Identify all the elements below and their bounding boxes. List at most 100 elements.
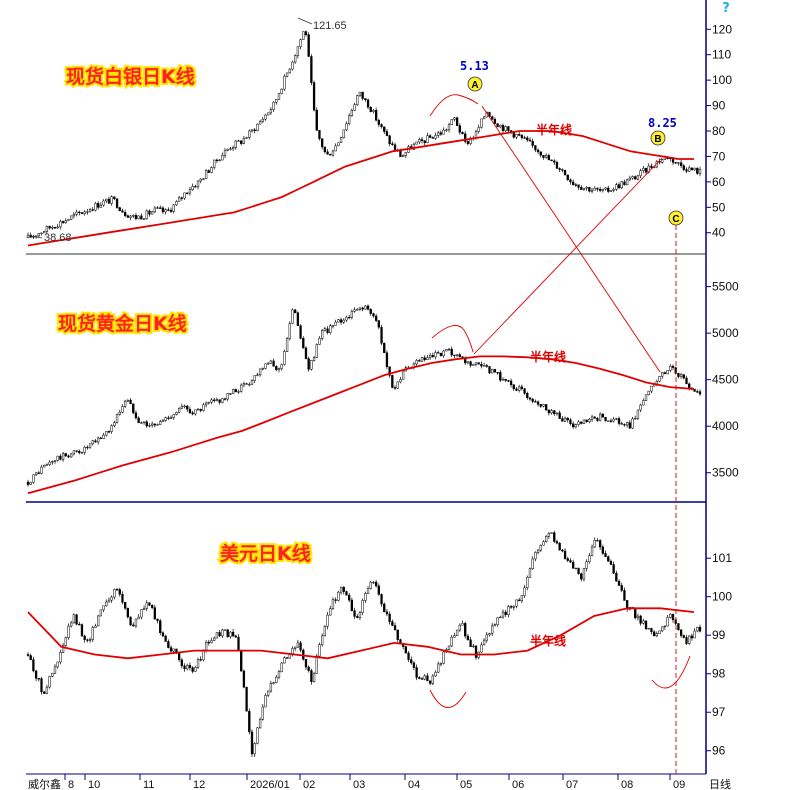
usd-candle-body — [366, 588, 370, 594]
usd-candle-body — [32, 659, 35, 672]
silver-ytick-label: 100 — [712, 73, 732, 87]
silver-candle-body — [64, 220, 67, 223]
silver-candle-body — [545, 155, 548, 158]
usd-candle-body — [113, 589, 116, 598]
usd-candle-body — [194, 667, 197, 672]
usd-candle-body — [528, 568, 532, 578]
gold-candle-body — [67, 455, 70, 458]
gold-candle-body — [628, 422, 631, 429]
usd-candle-body — [523, 587, 526, 596]
silver-candle-body — [563, 170, 567, 176]
gold-candle-body — [671, 365, 675, 368]
silver-candle-body — [420, 139, 424, 141]
gold-candle-body — [124, 400, 127, 407]
usd-panel: 96 97 98 99 100 101 — [26, 530, 732, 758]
gold-candle-body — [623, 424, 626, 426]
x-tick-label: 07 — [566, 779, 578, 790]
usd-candle-body — [536, 549, 540, 553]
usd-candle-body — [574, 567, 578, 570]
usd-candle-body — [142, 608, 146, 610]
usd-candle-body — [407, 652, 410, 660]
gold-candle-body — [563, 417, 567, 422]
gold-candle-body — [272, 360, 275, 367]
usd-candle-body — [296, 642, 300, 648]
gold-candle-body — [331, 325, 335, 327]
usd-candle-body — [140, 609, 143, 618]
gold-candle-body — [310, 360, 313, 370]
usd-candle-body — [358, 612, 362, 618]
usd-candle-body — [34, 670, 38, 679]
gold-candle-body — [431, 355, 434, 358]
gold-candle-body — [164, 417, 167, 421]
gold-candle-body — [682, 374, 685, 379]
silver-candle-body — [453, 117, 456, 120]
usd-candle-body — [86, 639, 89, 641]
usd-candle-body — [80, 624, 84, 637]
silver-candle-body — [102, 200, 105, 206]
silver-candle-body — [515, 134, 518, 138]
usd-candle-body — [312, 673, 316, 682]
usd-candle-body — [277, 671, 281, 678]
usd-candle-body — [623, 590, 626, 601]
silver-candle-body — [277, 93, 281, 100]
silver-candle-body — [464, 133, 467, 142]
usd-candle-body — [393, 625, 397, 631]
gold-candle-body — [526, 393, 529, 398]
silver-candle-body — [307, 34, 310, 57]
usd-candle-body — [617, 581, 621, 586]
silver-ytick-label: 40 — [712, 226, 726, 240]
gold-candle-body — [598, 413, 602, 421]
usd-candle-body — [29, 655, 32, 660]
usd-candle-body — [388, 613, 391, 622]
silver-candle-body — [83, 211, 86, 214]
gold-candle-body — [396, 381, 399, 389]
silver-arc — [429, 94, 479, 117]
silver-candle-body — [240, 140, 243, 144]
silver-candle-body — [350, 110, 354, 117]
silver-candle-body — [245, 137, 248, 139]
silver-ytick-label: 110 — [712, 48, 731, 62]
gold-candle-body — [561, 418, 564, 422]
gold-candle-body — [458, 354, 461, 357]
silver-candle-body — [94, 203, 97, 211]
usd-candle-body — [134, 618, 138, 627]
usd-candle-body — [229, 631, 232, 637]
silver-candle-body — [202, 178, 205, 180]
gold-candle-body — [280, 364, 283, 369]
silver-candle-body — [118, 207, 121, 211]
gold-candle-body — [420, 357, 424, 362]
gold-arc — [431, 325, 474, 353]
gold-candle-body — [447, 348, 451, 351]
gold-candle-body — [372, 313, 375, 317]
usd-candle-body — [215, 632, 219, 639]
question-mark-icon[interactable]: ? — [722, 1, 730, 16]
usd-candle-body — [129, 616, 132, 626]
gold-candle-body — [418, 360, 421, 362]
silver-candle-body — [302, 31, 305, 40]
usd-candle-body — [43, 691, 46, 694]
gold-candle-body — [37, 472, 40, 474]
silver-candle-body — [129, 215, 132, 218]
gold-candle-body — [531, 398, 534, 402]
gold-candle-body — [110, 425, 113, 432]
usd-candle-body — [51, 672, 54, 677]
silver-candle-body — [159, 207, 162, 209]
usd-candle-body — [337, 591, 340, 601]
gold-candle-body — [99, 437, 103, 440]
silver-candle-body — [105, 198, 108, 202]
gold-candle-body — [547, 409, 551, 414]
usd-candle-body — [639, 615, 642, 624]
silver-candle-body — [423, 140, 426, 144]
usd-candle-body — [234, 635, 237, 638]
gold-candle-body — [159, 421, 162, 425]
usd-candle-body — [588, 555, 591, 562]
usd-candle-body — [426, 675, 429, 682]
gold-candle-body — [377, 320, 380, 328]
silver-candle-body — [78, 211, 81, 214]
usd-candle-body — [553, 532, 556, 542]
gold-candle-body — [663, 372, 667, 375]
gold-candle-body — [180, 405, 183, 409]
gold-candle-body — [218, 399, 221, 403]
silver-candle-body — [175, 201, 178, 206]
gold-candle-body — [248, 383, 251, 386]
